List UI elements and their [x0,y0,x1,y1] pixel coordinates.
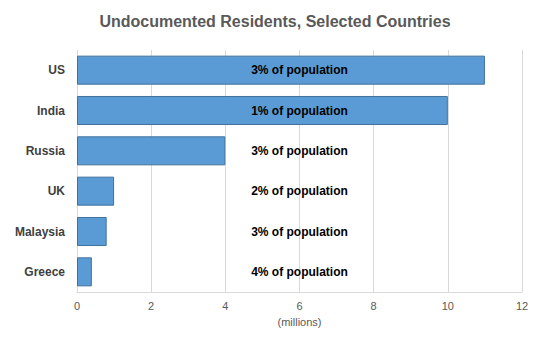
svg-text:12: 12 [516,300,528,312]
svg-text:8: 8 [371,300,377,312]
svg-text:6: 6 [296,300,302,312]
svg-text:2: 2 [148,300,154,312]
svg-text:(millions): (millions) [278,316,322,328]
svg-text:0: 0 [74,300,80,312]
svg-text:Russia: Russia [26,144,66,158]
svg-text:10: 10 [442,300,454,312]
svg-text:US: US [48,63,65,77]
svg-text:Malaysia: Malaysia [15,225,65,239]
svg-text:Undocumented Residents, Select: Undocumented Residents, Selected Countri… [99,13,450,30]
svg-text:1% of population: 1% of population [251,104,348,118]
svg-text:2% of population: 2% of population [251,184,348,198]
svg-text:India: India [37,104,65,118]
svg-text:UK: UK [48,184,66,198]
svg-text:3% of population: 3% of population [251,225,348,239]
svg-text:4% of population: 4% of population [251,265,348,279]
svg-text:4: 4 [222,300,228,312]
svg-text:3% of population: 3% of population [251,144,348,158]
svg-text:3% of population: 3% of population [251,63,348,77]
svg-text:Greece: Greece [24,265,65,279]
